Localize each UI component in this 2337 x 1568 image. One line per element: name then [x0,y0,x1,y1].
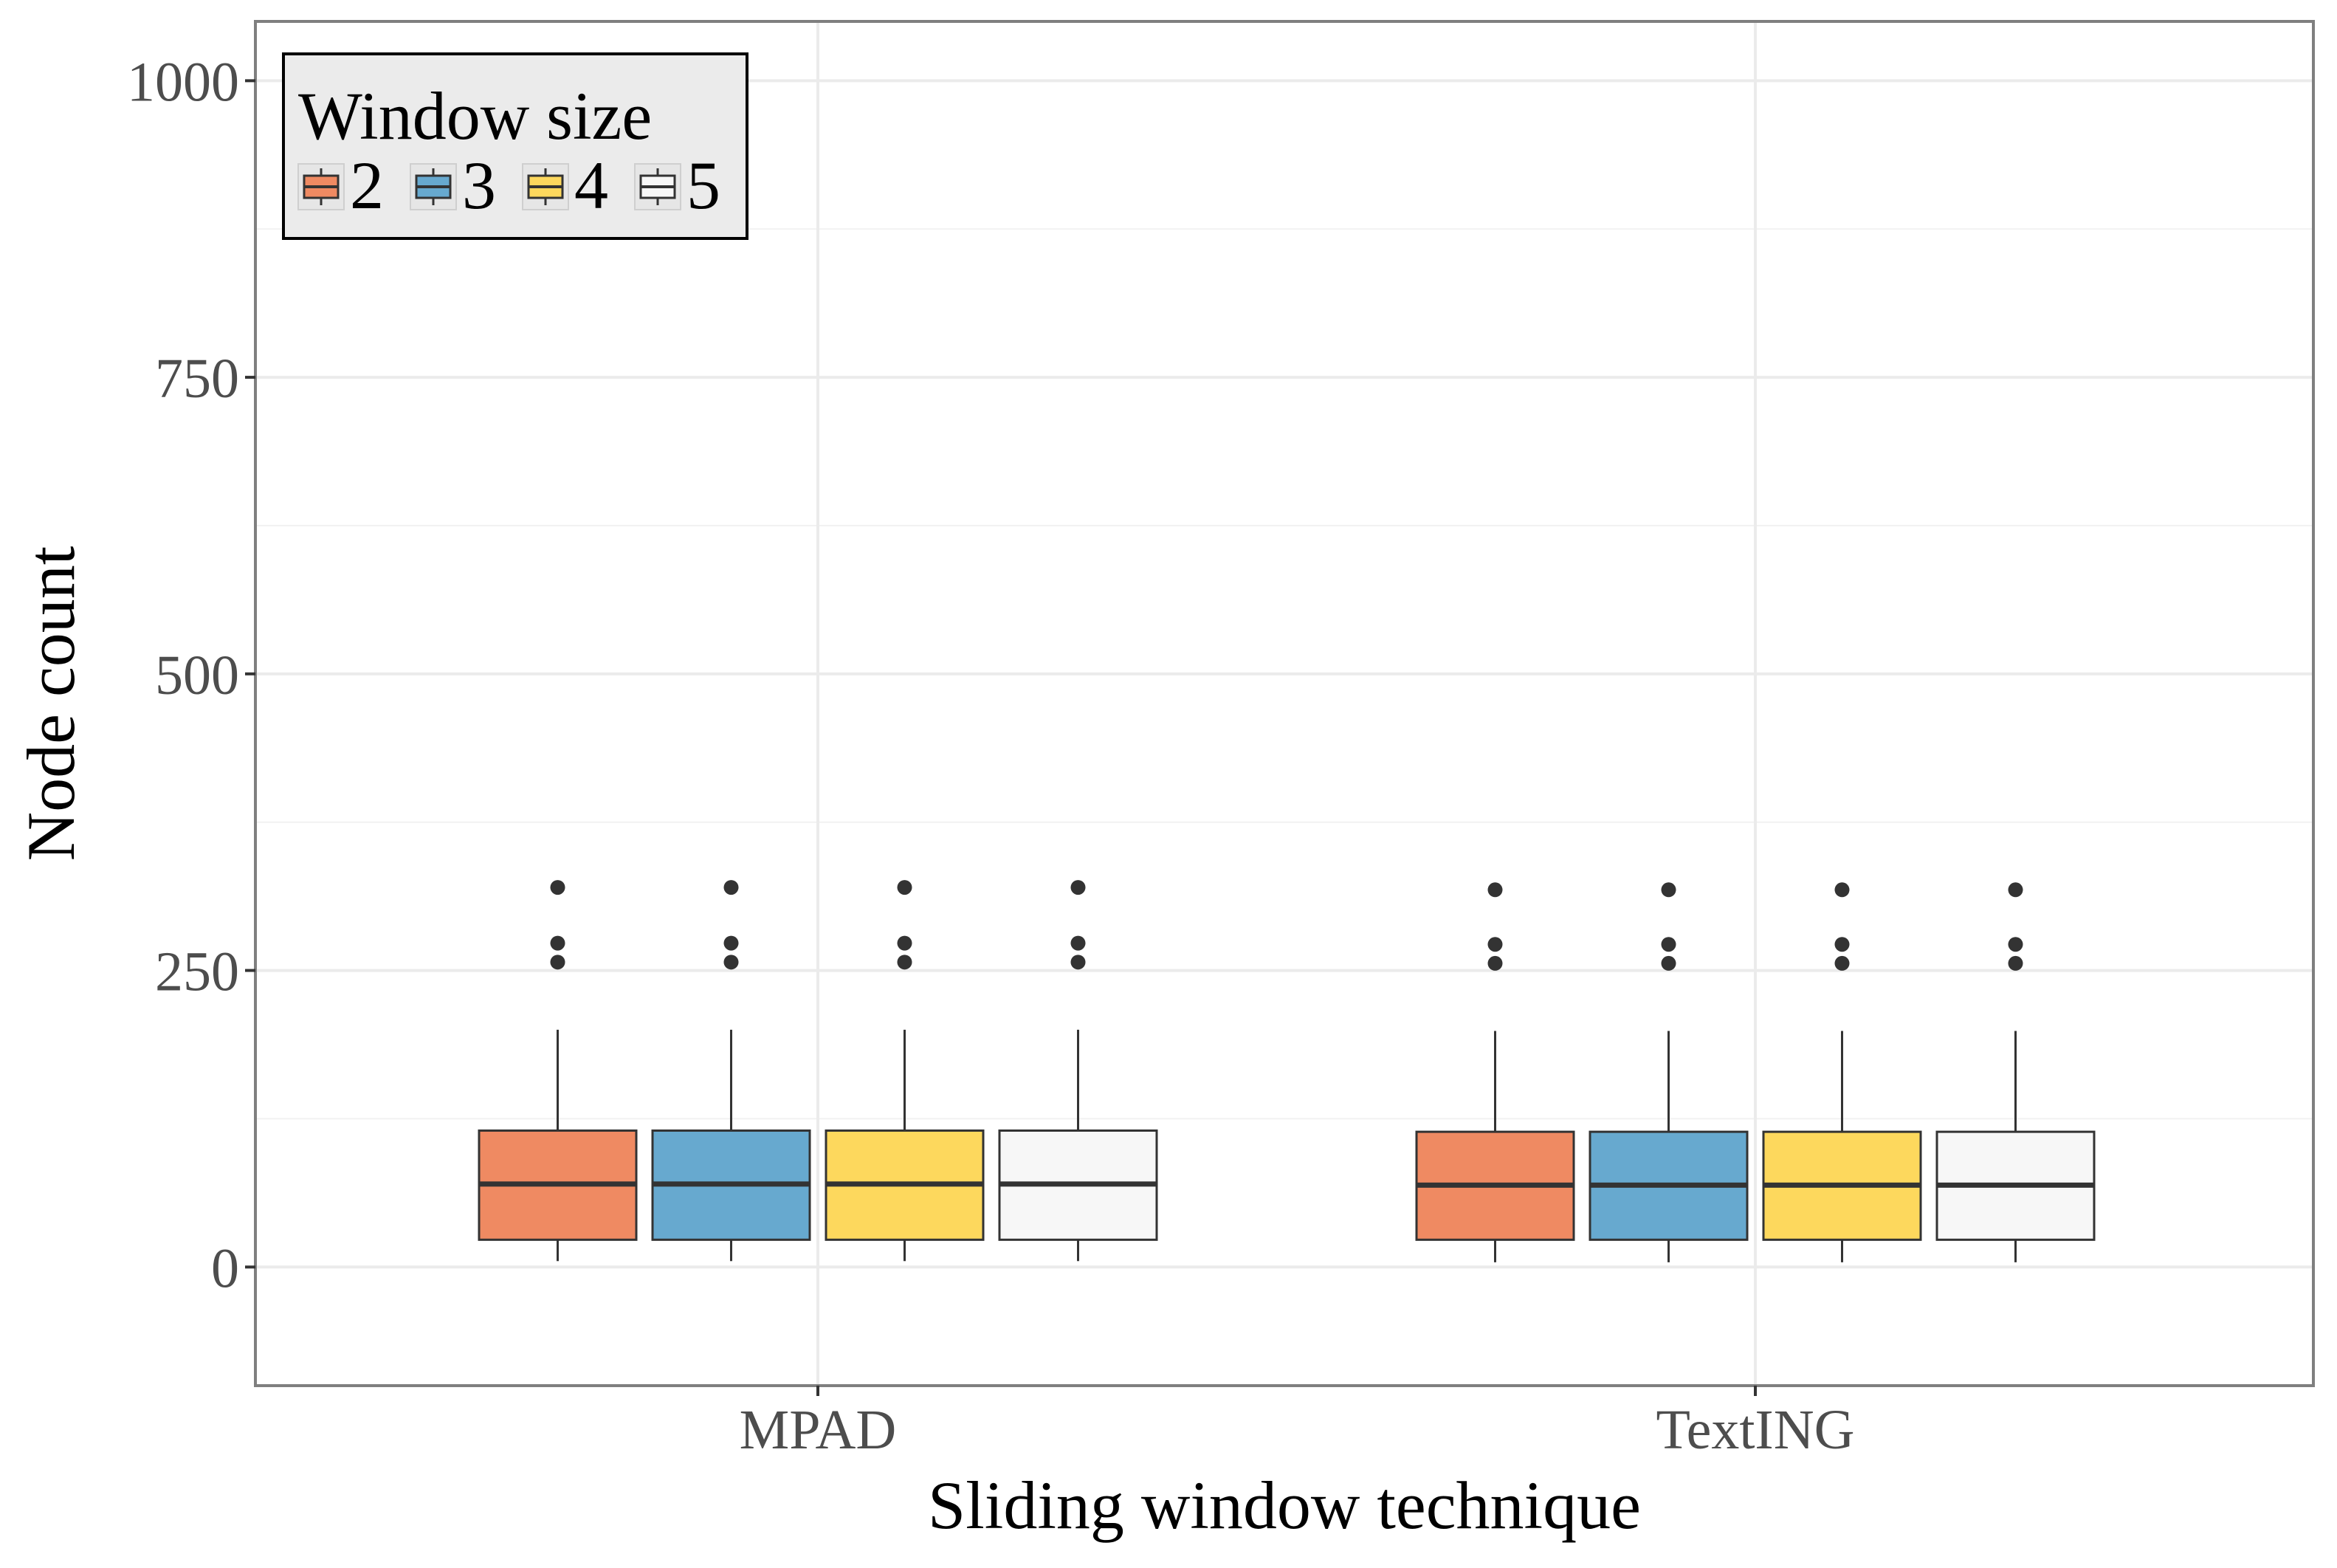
outlier-point [550,880,565,895]
y-tick-label: 0 [211,1237,239,1299]
outlier-point [723,880,739,895]
outlier-point [2008,937,2023,952]
legend-entry-4: 4 [522,148,608,223]
outlier-point [723,935,739,951]
x-tick-label: TextING [1656,1399,1854,1461]
outlier-point [2008,882,2023,898]
legend-label: 4 [574,148,608,223]
legend-entry-2: 2 [297,148,384,223]
y-tick-label: 1000 [127,51,239,113]
outlier-point [2008,955,2023,971]
box-MPAD-window-2 [478,880,638,1262]
legend-entries: 2 3 4 5 [297,148,720,223]
outlier-point [1487,882,1503,898]
outlier-point [1070,955,1086,970]
outlier-point [1834,882,1850,898]
legend-label: 2 [350,148,384,223]
outlier-point [1661,937,1676,952]
y-axis-title: Node count [13,546,89,861]
legend-entry-5: 5 [634,148,720,223]
box-MPAD-window-3 [651,880,811,1262]
outlier-point [897,935,912,951]
outlier-point [1487,955,1503,971]
legend-label: 5 [686,148,720,223]
x-axis-title: Sliding window technique [928,1468,1641,1543]
outlier-point [1070,935,1086,951]
outlier-point [1487,937,1503,952]
box-TextING-window-5 [1935,882,2096,1262]
y-axis: 0 250 500 750 1000 [127,51,255,1299]
outlier-point [723,955,739,970]
box-MPAD-window-5 [998,880,1158,1262]
box-MPAD-window-4 [825,880,985,1262]
legend-title: Window size [298,78,652,154]
outlier-point [550,955,565,970]
outlier-point [1661,955,1676,971]
outlier-point [550,935,565,951]
legend-entry-3: 3 [410,148,496,223]
y-tick-label: 750 [155,348,239,410]
outlier-point [897,880,912,895]
plot-panel-border [254,20,2315,1387]
outlier-point [1834,937,1850,952]
box-series [478,880,2096,1262]
y-tick-label: 250 [155,941,239,1003]
outlier-point [1070,880,1086,895]
legend-label: 3 [462,148,496,223]
y-tick-label: 500 [155,644,239,706]
legend: Window size 2 3 4 5 [282,52,748,240]
box-TextING-window-4 [1762,882,1922,1262]
outlier-point [1661,882,1676,898]
x-axis: MPAD TextING [740,1386,1855,1461]
x-tick-label: MPAD [740,1399,897,1461]
outlier-point [897,955,912,970]
outlier-point [1834,955,1850,971]
box-TextING-window-2 [1415,882,1575,1262]
box-TextING-window-3 [1589,882,1749,1262]
